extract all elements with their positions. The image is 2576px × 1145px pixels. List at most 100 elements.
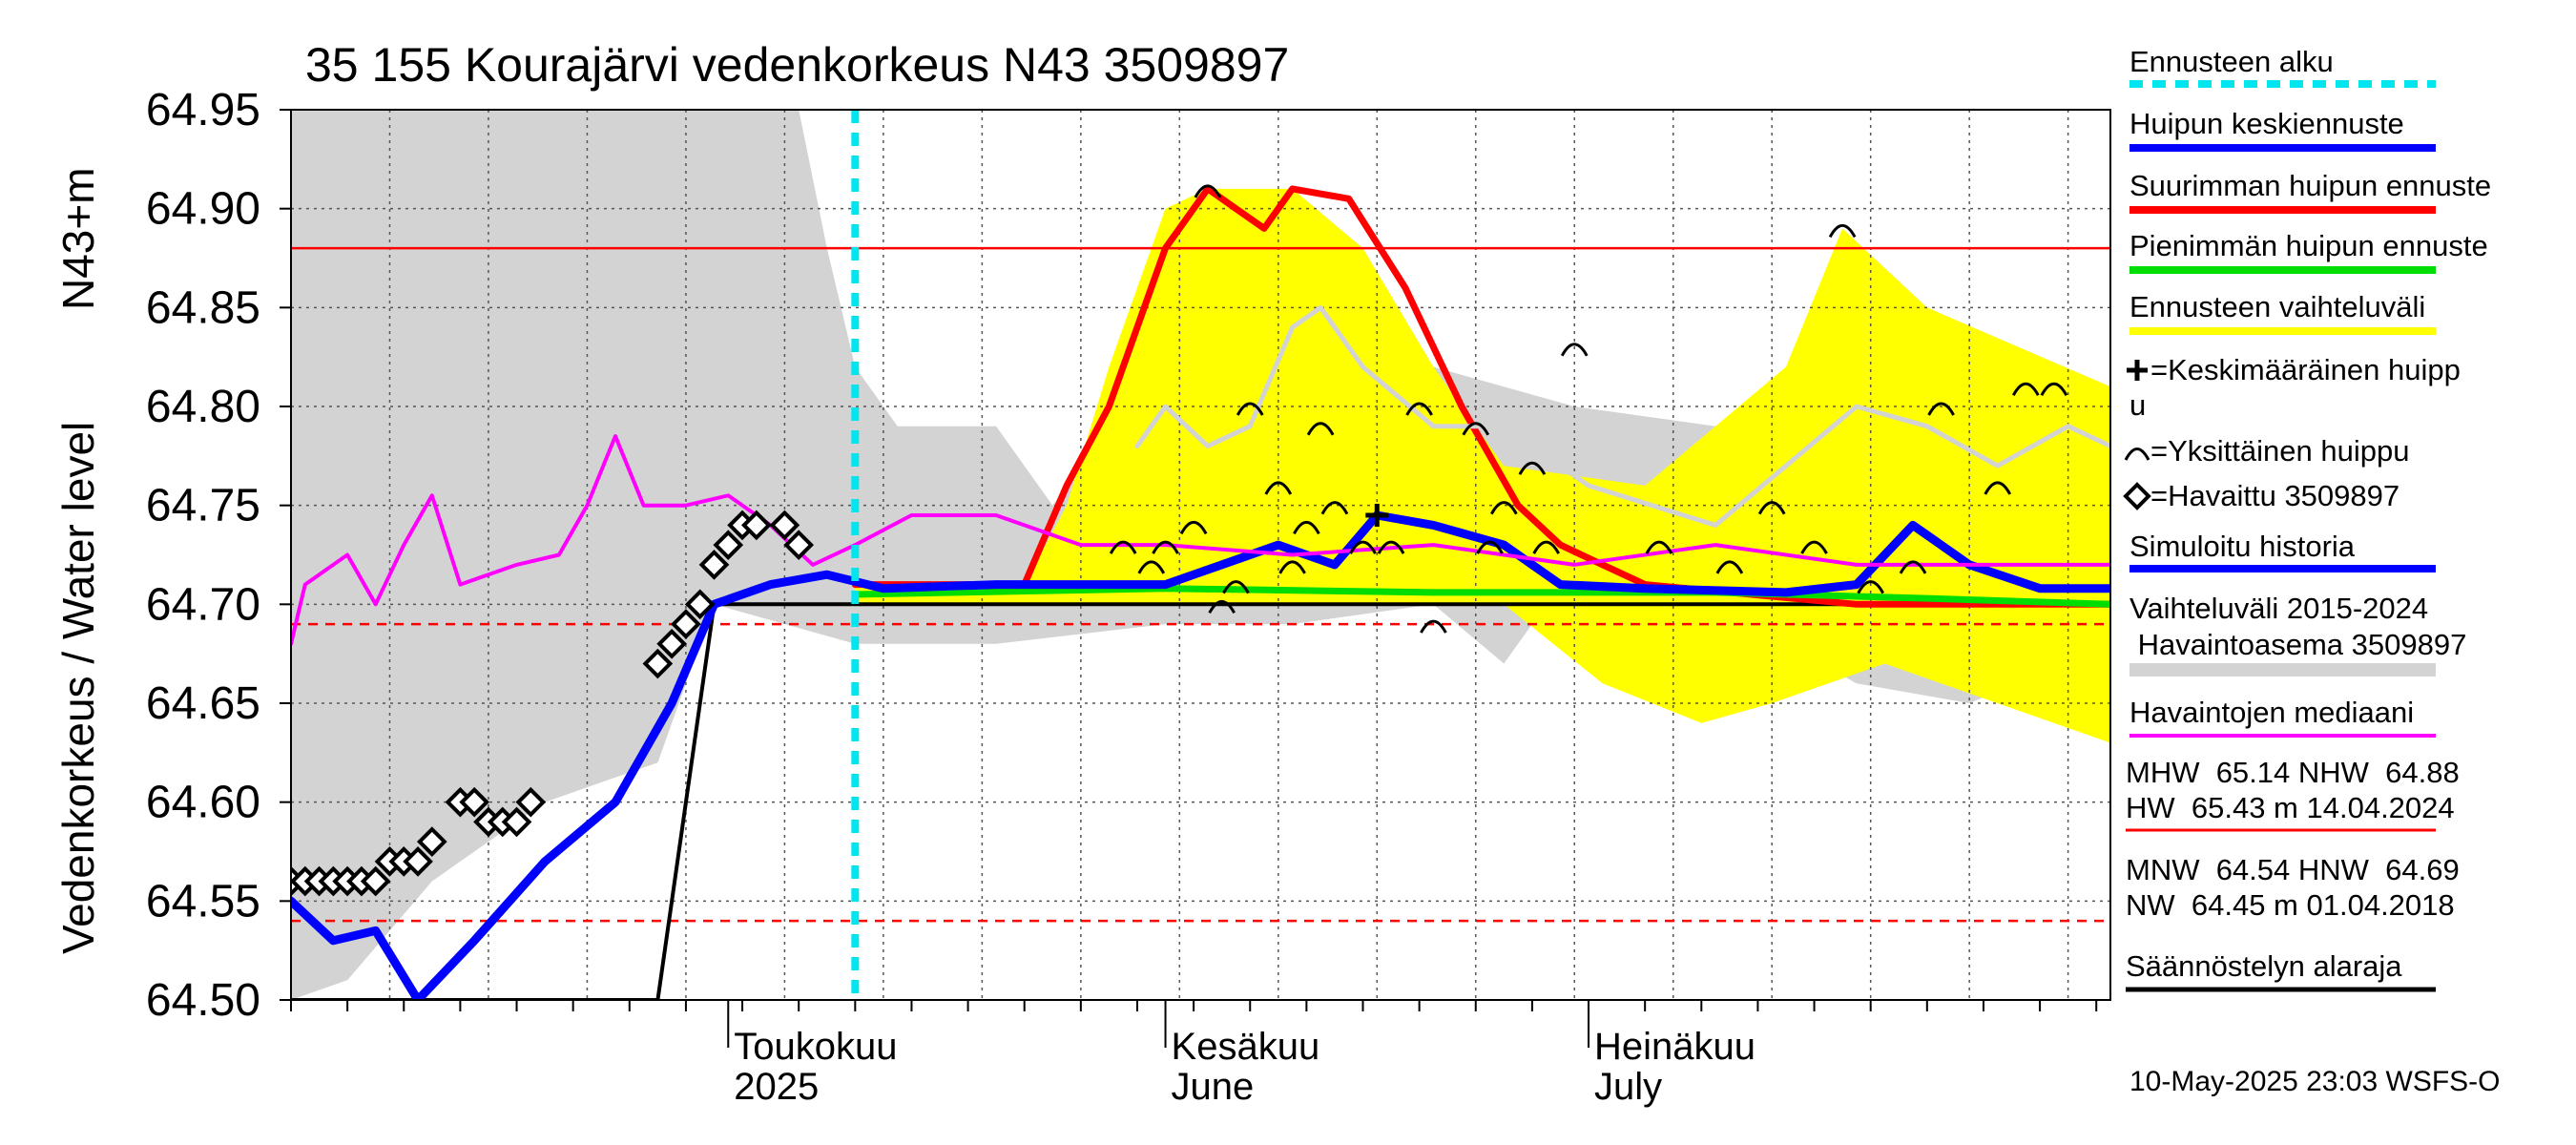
stat-mnw-hnw: MNW 64.54 HNW 64.69 xyxy=(2126,853,2460,886)
single-peak-marker xyxy=(1137,560,1166,574)
single-peak-marker xyxy=(1194,184,1222,198)
legend-label: Havaintojen mediaani xyxy=(2129,696,2414,729)
month-label: Toukokuu xyxy=(734,1026,897,1068)
single-peak-marker xyxy=(1476,540,1504,554)
single-peak-marker xyxy=(1800,540,1828,554)
legend-single-peak-symbol xyxy=(2124,448,2150,461)
y-tick-label: 64.55 xyxy=(146,876,260,926)
observed-marker xyxy=(698,550,730,580)
y-tick-label: 64.75 xyxy=(146,481,260,531)
y-tick-label: 64.95 xyxy=(146,85,260,135)
observed-marker xyxy=(360,865,391,897)
y-axis-unit-label: N43+m xyxy=(53,167,103,310)
series-line xyxy=(291,510,2110,1000)
single-peak-marker xyxy=(1532,540,1560,554)
single-peak-marker xyxy=(1857,580,1885,594)
plot-area: 64.95 64.90 64.85 64.80 64.75 64.70 64.65 64.60… xyxy=(146,85,2111,1108)
legend-label: Suurimman huipun ennuste xyxy=(2129,169,2491,202)
single-peak-marker xyxy=(1490,501,1518,515)
single-peak-marker xyxy=(1927,402,1955,416)
legend-label: Pienimmän huipun ennuste xyxy=(2129,229,2488,262)
mean-peak-marker xyxy=(1365,504,1389,528)
single-peak-marker xyxy=(1179,520,1208,535)
plot-inner xyxy=(291,110,2110,1000)
regulation-limit-line xyxy=(291,602,2110,1000)
single-peak-marker xyxy=(1306,422,1335,436)
series-line xyxy=(1134,304,2110,528)
single-peak-marker xyxy=(1405,402,1433,416)
legend-label-continued: u xyxy=(2129,388,2146,422)
observed-marker xyxy=(501,806,532,838)
single-peak-marker xyxy=(1109,540,1137,554)
legend-label: Ennusteen alku xyxy=(2129,45,2334,78)
y-tick-label: 64.60 xyxy=(146,778,260,828)
single-peak-marker xyxy=(1320,501,1349,515)
month-label-secondary: 2025 xyxy=(734,1066,819,1108)
y-tick-label: 64.85 xyxy=(146,282,260,333)
stat-nw: NW 64.45 m 01.04.2018 xyxy=(2126,888,2455,922)
legend-label: Ennusteen vaihteluväli xyxy=(2129,290,2425,323)
single-peak-marker xyxy=(1236,402,1264,416)
single-peak-marker xyxy=(1208,599,1236,614)
observed-marker xyxy=(783,530,815,560)
y-axis-label: Vedenkorkeus / Water level xyxy=(53,422,103,954)
single-peak-marker xyxy=(1715,560,1744,574)
legend-label: =Havaittu 3509897 xyxy=(2150,479,2399,512)
single-peak-marker xyxy=(1645,540,1673,554)
legend-label: Huipun keskiennuste xyxy=(2129,107,2404,140)
single-peak-marker xyxy=(2011,382,2040,397)
single-peak-marker xyxy=(1264,481,1293,495)
legend-label: Simuloitu historia xyxy=(2129,530,2356,563)
single-peak-marker xyxy=(1222,580,1250,594)
series-line xyxy=(851,185,2110,608)
single-peak-marker xyxy=(1757,501,1786,515)
single-peak-marker xyxy=(1349,540,1377,554)
month-label: Heinäkuu xyxy=(1594,1026,1755,1068)
legend-label: =Yksittäinen huippu xyxy=(2150,434,2409,468)
plot-frame xyxy=(290,109,2111,1001)
legend-label-continued: Havaintoasema 3509897 xyxy=(2129,628,2466,661)
observed-marker xyxy=(656,628,687,659)
month-label: Kesäkuu xyxy=(1172,1026,1320,1068)
observed-marker xyxy=(769,510,800,541)
observed-marker xyxy=(713,530,744,560)
stat-regulation-limit: Säännöstelyn alaraja xyxy=(2126,949,2402,983)
single-peak-marker xyxy=(1828,223,1857,239)
single-peak-marker xyxy=(1984,481,2012,495)
single-peak-marker xyxy=(1899,560,1927,574)
single-peak-marker xyxy=(1560,343,1589,357)
single-peak-marker xyxy=(1518,461,1547,475)
y-tick-label: 64.80 xyxy=(146,382,260,432)
legend-label: Vaihteluväli 2015-2024 xyxy=(2129,592,2428,625)
observed-marker xyxy=(417,826,447,857)
stat-mhw-nhw: MHW 65.14 NHW 64.88 xyxy=(2126,756,2460,789)
single-peak-marker xyxy=(1152,540,1179,554)
observed-marker xyxy=(671,609,701,639)
legend-label: =Keskimääräinen huipp xyxy=(2150,353,2461,386)
observed-marker xyxy=(741,510,772,541)
legend-mean-peak-symbol xyxy=(2127,360,2148,381)
chart-title: 35 155 Kourajärvi vedenkorkeus N43 35098… xyxy=(305,38,1289,92)
y-tick-label: 64.70 xyxy=(146,579,260,630)
series-line xyxy=(851,585,2110,608)
single-peak-marker xyxy=(1377,540,1405,554)
observed-marker xyxy=(515,786,547,818)
month-label-secondary: July xyxy=(1594,1066,1662,1108)
observed-marker xyxy=(459,786,490,818)
y-tick-label: 64.65 xyxy=(146,678,260,729)
observed-marker xyxy=(642,648,674,679)
y-tick-label: 64.50 xyxy=(146,975,260,1026)
single-peak-marker xyxy=(1293,520,1320,535)
observed-marker xyxy=(403,846,433,877)
observed-marker xyxy=(684,589,716,620)
statistics-panel: MHW 65.14 NHW 64.88 HW 65.43 m 14.04.202… xyxy=(2126,756,2460,992)
single-peak-marker xyxy=(1462,422,1490,436)
single-peak-marker xyxy=(1278,560,1306,574)
stat-hw: HW 65.43 m 14.04.2024 xyxy=(2126,791,2455,824)
single-peak-marker xyxy=(1420,619,1447,634)
series-line xyxy=(291,434,2110,646)
y-tick-label: 64.90 xyxy=(146,184,260,235)
legend-band-swatch xyxy=(2129,663,2436,677)
